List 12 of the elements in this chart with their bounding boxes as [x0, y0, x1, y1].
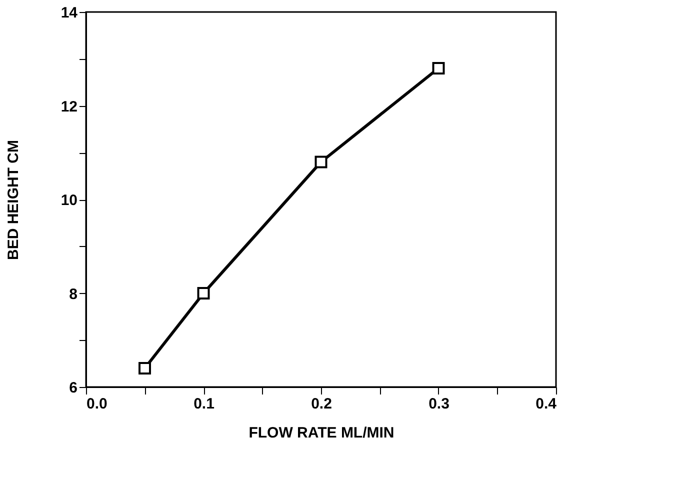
x-tick-label: 0.0: [86, 396, 108, 412]
y-axis-title: BED HEIGHT CM: [4, 140, 22, 260]
x-tick-label: 0.3: [428, 396, 450, 412]
x-axis-title: FLOW RATE ML/MIN: [248, 424, 394, 442]
x-tick-label: 0.4: [536, 396, 558, 412]
y-tick-label: 12: [60, 98, 78, 116]
y-tick-label: 8: [69, 286, 78, 303]
y-tick-label: 10: [60, 192, 78, 209]
y-tick-label: 6: [69, 380, 78, 396]
x-tick-label: 0.1: [194, 396, 214, 412]
y-tick-label: 14: [60, 4, 78, 22]
x-tick-label: 0.2: [311, 396, 332, 412]
